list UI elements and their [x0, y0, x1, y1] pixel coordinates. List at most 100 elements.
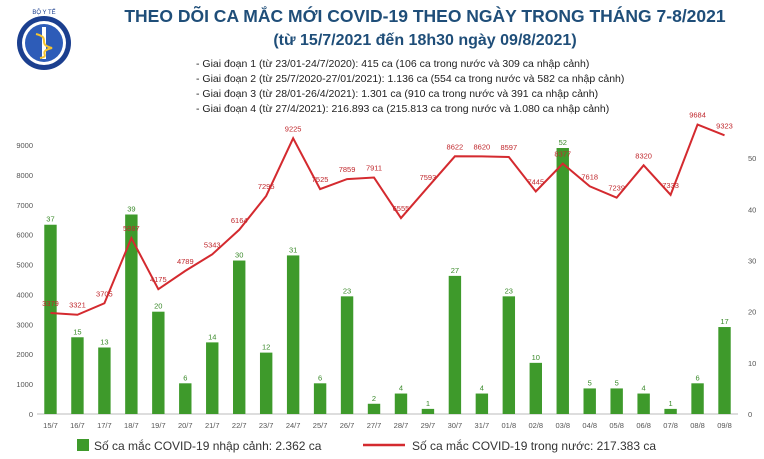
line-data-label: 8597 — [500, 143, 517, 152]
line-data-label: 8622 — [447, 142, 464, 151]
x-tick-label: 31/7 — [475, 421, 490, 430]
note-phase-4: - Giai đoạn 4 (từ 27/4/2021): 216.893 ca… — [196, 103, 609, 115]
y-left-tick-label: 8000 — [16, 171, 33, 180]
note-phase-1: - Giai đoạn 1 (từ 23/01-24/7/2020): 415 … — [196, 58, 589, 70]
bar-data-label: 52 — [559, 138, 567, 147]
bar — [340, 296, 354, 414]
line-data-label: 5887 — [123, 224, 140, 233]
y-right-tick-label: 40 — [748, 205, 756, 214]
x-tick-label: 17/7 — [97, 421, 112, 430]
line-data-label: 9225 — [285, 124, 302, 133]
x-tick-label: 01/8 — [502, 421, 517, 430]
bar — [718, 327, 731, 414]
y-right-tick-label: 30 — [748, 257, 756, 266]
x-tick-label: 21/7 — [205, 421, 220, 430]
line-data-label: 6164 — [231, 216, 248, 225]
y-right-tick-label: 10 — [748, 359, 756, 368]
bar — [556, 148, 569, 414]
y-left-tick-label: 9000 — [16, 141, 33, 150]
y-left-tick-label: 1000 — [16, 380, 33, 389]
y-left-tick-label: 4000 — [16, 290, 33, 299]
line-data-label: 7445 — [527, 177, 544, 186]
bar — [206, 342, 219, 414]
line-data-label: 3321 — [69, 301, 86, 310]
bar-data-label: 14 — [208, 332, 216, 341]
bar-data-label: 17 — [720, 317, 728, 326]
line-data-label: 4789 — [177, 257, 194, 266]
bar-data-label: 15 — [73, 327, 81, 336]
legend-bar-swatch — [77, 439, 89, 451]
bar-data-label: 10 — [532, 353, 540, 362]
bar-data-label: 23 — [343, 286, 351, 295]
bar-data-label: 20 — [154, 302, 162, 311]
line-data-label: 7295 — [258, 182, 275, 191]
bar — [421, 408, 435, 414]
x-tick-label: 19/7 — [151, 421, 166, 430]
x-tick-label: 15/7 — [43, 421, 58, 430]
y-left-tick-label: 6000 — [16, 231, 33, 240]
bar-data-label: 6 — [183, 373, 187, 382]
bar — [286, 255, 300, 414]
bar-data-label: 39 — [127, 205, 135, 214]
line-data-label: 7239 — [608, 184, 625, 193]
bar — [259, 352, 273, 414]
bar — [448, 275, 462, 414]
x-tick-label: 16/7 — [70, 421, 85, 430]
bar-data-label: 4 — [642, 384, 646, 393]
bar-data-label: 1 — [669, 399, 673, 408]
line-data-label: 8620 — [474, 142, 491, 151]
bar — [502, 296, 516, 414]
note-phase-2: - Giai đoạn 2 (từ 25/7/2020-27/01/2021):… — [196, 73, 624, 85]
line-data-label: 9684 — [689, 111, 706, 120]
bar — [691, 383, 704, 414]
line-data-label: 5343 — [204, 240, 221, 249]
line-data-label: 7618 — [581, 172, 598, 181]
line-data-label: 9323 — [716, 121, 733, 130]
bar-data-label: 37 — [46, 215, 54, 224]
line-data-label: 8320 — [635, 151, 652, 160]
bar-data-label: 4 — [480, 384, 484, 393]
bar-data-label: 30 — [235, 251, 243, 260]
x-tick-label: 24/7 — [286, 421, 301, 430]
x-tick-label: 20/7 — [178, 421, 193, 430]
bar — [583, 388, 596, 414]
line-data-label: 8377 — [554, 150, 571, 159]
x-tick-label: 05/8 — [609, 421, 624, 430]
line-data-label: 6555 — [393, 204, 410, 213]
x-tick-label: 25/7 — [313, 421, 328, 430]
y-left-tick-label: 2000 — [16, 350, 33, 359]
y-right-tick-label: 50 — [748, 154, 756, 163]
y-left-tick-label: 0 — [29, 410, 33, 419]
note-phase-3: - Giai đoạn 3 (từ 28/01-26/4/2021): 1.30… — [196, 88, 598, 100]
y-right-tick-label: 0 — [748, 410, 752, 419]
line-series-path — [50, 123, 725, 316]
bar — [529, 362, 542, 414]
x-tick-label: 09/8 — [717, 421, 732, 430]
bar — [179, 383, 192, 414]
bar-data-label: 31 — [289, 245, 297, 254]
chart-title: THEO DÕI CA MẮC MỚI COVID-19 THEO NGÀY T… — [124, 5, 726, 26]
x-tick-label: 07/8 — [663, 421, 678, 430]
x-tick-label: 04/8 — [582, 421, 597, 430]
bar — [152, 311, 165, 414]
legend-bar-label: Số ca mắc COVID-19 nhập cảnh: 2.362 ca — [94, 438, 322, 453]
line-data-label: 7911 — [366, 164, 382, 173]
bar — [98, 347, 111, 414]
x-tick-label: 06/8 — [636, 421, 651, 430]
bar — [233, 260, 246, 414]
legend: Số ca mắc COVID-19 nhập cảnh: 2.362 ca S… — [77, 438, 656, 453]
bar-data-label: 4 — [399, 384, 403, 393]
x-tick-label: 29/7 — [421, 421, 436, 430]
bar-data-label: 6 — [695, 373, 699, 382]
line-data-label: 7593 — [420, 173, 437, 182]
bar — [637, 393, 650, 414]
bar — [475, 393, 489, 414]
x-tick-label: 08/8 — [690, 421, 705, 430]
line-data-label: 7333 — [662, 181, 679, 190]
logo: BỘ Y TẾ — [17, 9, 71, 70]
bar — [664, 408, 677, 414]
line-data-label: 4175 — [150, 275, 167, 284]
bar-data-label: 1 — [426, 399, 430, 408]
bar-data-label: 13 — [100, 338, 108, 347]
bar-data-label: 6 — [318, 373, 322, 382]
